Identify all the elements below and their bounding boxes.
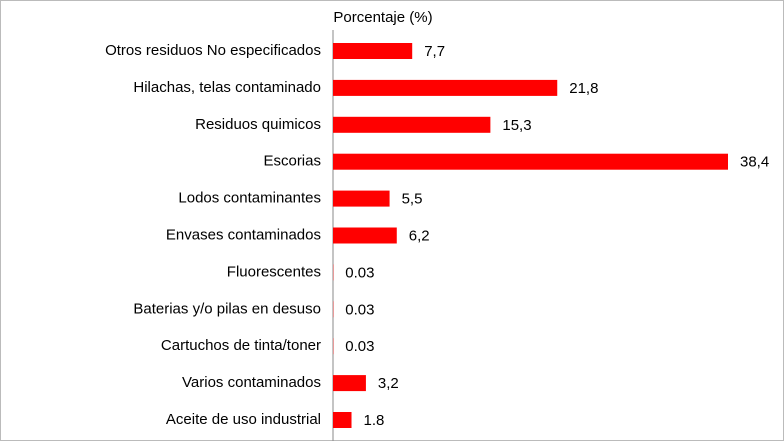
category-label: Aceite de uso industrial <box>166 411 321 428</box>
value-label: 38,4 <box>740 154 769 171</box>
category-label: Envases contaminados <box>166 226 321 243</box>
value-label: 3,2 <box>378 375 399 392</box>
category-label: Baterias y/o pilas en desuso <box>133 300 321 317</box>
value-label: 21,8 <box>569 80 598 97</box>
bar <box>333 79 558 96</box>
category-label: Cartuchos de tinta/toner <box>161 337 321 354</box>
bar <box>333 43 413 59</box>
chart-title: Porcentaje (%) <box>333 9 432 26</box>
value-label: 0.03 <box>345 301 374 318</box>
category-label: Otros residuos No especificados <box>105 42 321 59</box>
bar <box>333 227 397 244</box>
category-label: Hilachas, telas contaminado <box>133 79 321 96</box>
value-label: 6,2 <box>409 227 430 244</box>
value-label: 0.03 <box>345 338 374 355</box>
bar <box>333 412 352 428</box>
bar <box>333 190 390 207</box>
value-label: 0.03 <box>345 264 374 281</box>
category-label: Lodos contaminantes <box>178 190 321 207</box>
value-label: 7,7 <box>424 43 445 60</box>
bar <box>333 153 728 170</box>
category-label: Escorias <box>263 153 321 170</box>
category-label: Fluorescentes <box>227 263 321 280</box>
value-label: 1.8 <box>364 412 385 429</box>
category-label: Residuos quimicos <box>195 116 321 133</box>
bar <box>333 375 366 392</box>
value-label: 5,5 <box>402 191 423 208</box>
category-label: Varios contaminados <box>182 374 321 391</box>
value-label: 15,3 <box>502 117 531 134</box>
bar <box>333 116 491 133</box>
